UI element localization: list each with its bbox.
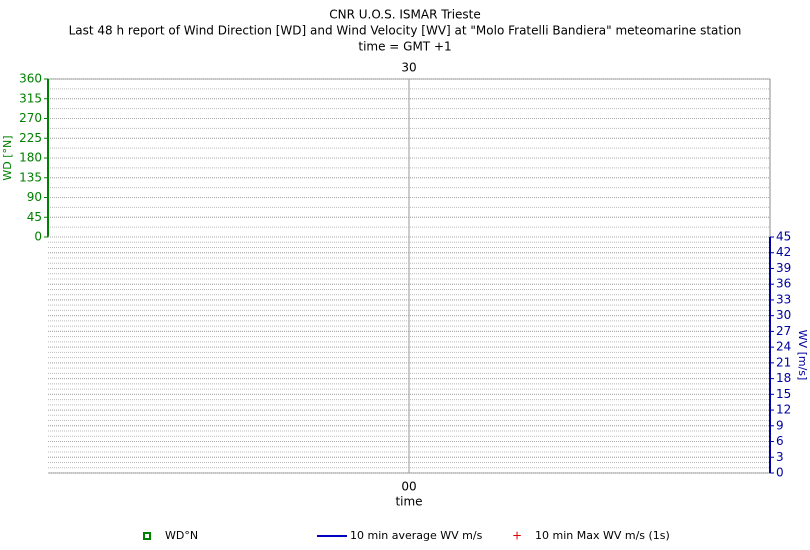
y-axis-label: WD [°N] <box>1 135 14 180</box>
y-tick-label: 0 <box>34 230 42 244</box>
y-tick-label: 12 <box>776 403 791 417</box>
y-tick-label: 3 <box>776 450 784 464</box>
y-tick-label: 42 <box>776 245 791 259</box>
y-tick-label: 21 <box>776 355 791 369</box>
y-tick-label: 6 <box>776 434 784 448</box>
legend-label: 10 min Max WV m/s (1s) <box>535 529 670 542</box>
y-tick-label: 18 <box>776 371 791 385</box>
y-tick-label: 225 <box>19 131 42 145</box>
y-tick-label: 24 <box>776 340 791 354</box>
y-tick-label: 39 <box>776 261 791 275</box>
y-tick-label: 90 <box>27 190 42 204</box>
y-tick-label: 180 <box>19 151 42 165</box>
y-tick-label: 315 <box>19 91 42 105</box>
y-tick-label: 270 <box>19 111 42 125</box>
legend-label: 10 min average WV m/s <box>350 529 483 542</box>
legend-marker: + <box>512 529 522 543</box>
y-tick-label: 45 <box>776 230 791 244</box>
legend-marker <box>143 532 151 540</box>
legend-label: WD°N <box>165 529 198 542</box>
y-tick-label: 36 <box>776 277 791 291</box>
y-tick-label: 45 <box>27 210 42 224</box>
y-tick-label: 15 <box>776 387 791 401</box>
y-tick-label: 360 <box>19 72 42 86</box>
y-tick-label: 27 <box>776 324 791 338</box>
y-tick-label: 30 <box>776 308 791 322</box>
chart-title: CNR U.O.S. ISMAR Trieste <box>329 8 481 22</box>
y-tick-label: 135 <box>19 170 42 184</box>
top-tick-label: 30 <box>401 61 416 75</box>
y-tick-label: 9 <box>776 418 784 432</box>
x-axis-label: time <box>395 495 422 509</box>
y-axis-label: WV [m/s] <box>796 330 809 381</box>
x-tick-label: 00 <box>401 480 416 494</box>
y-tick-label: 33 <box>776 292 791 306</box>
chart-note: time = GMT +1 <box>358 40 451 54</box>
y-tick-label: 0 <box>776 466 784 480</box>
chart-subtitle: Last 48 h report of Wind Direction [WD] … <box>69 24 742 38</box>
